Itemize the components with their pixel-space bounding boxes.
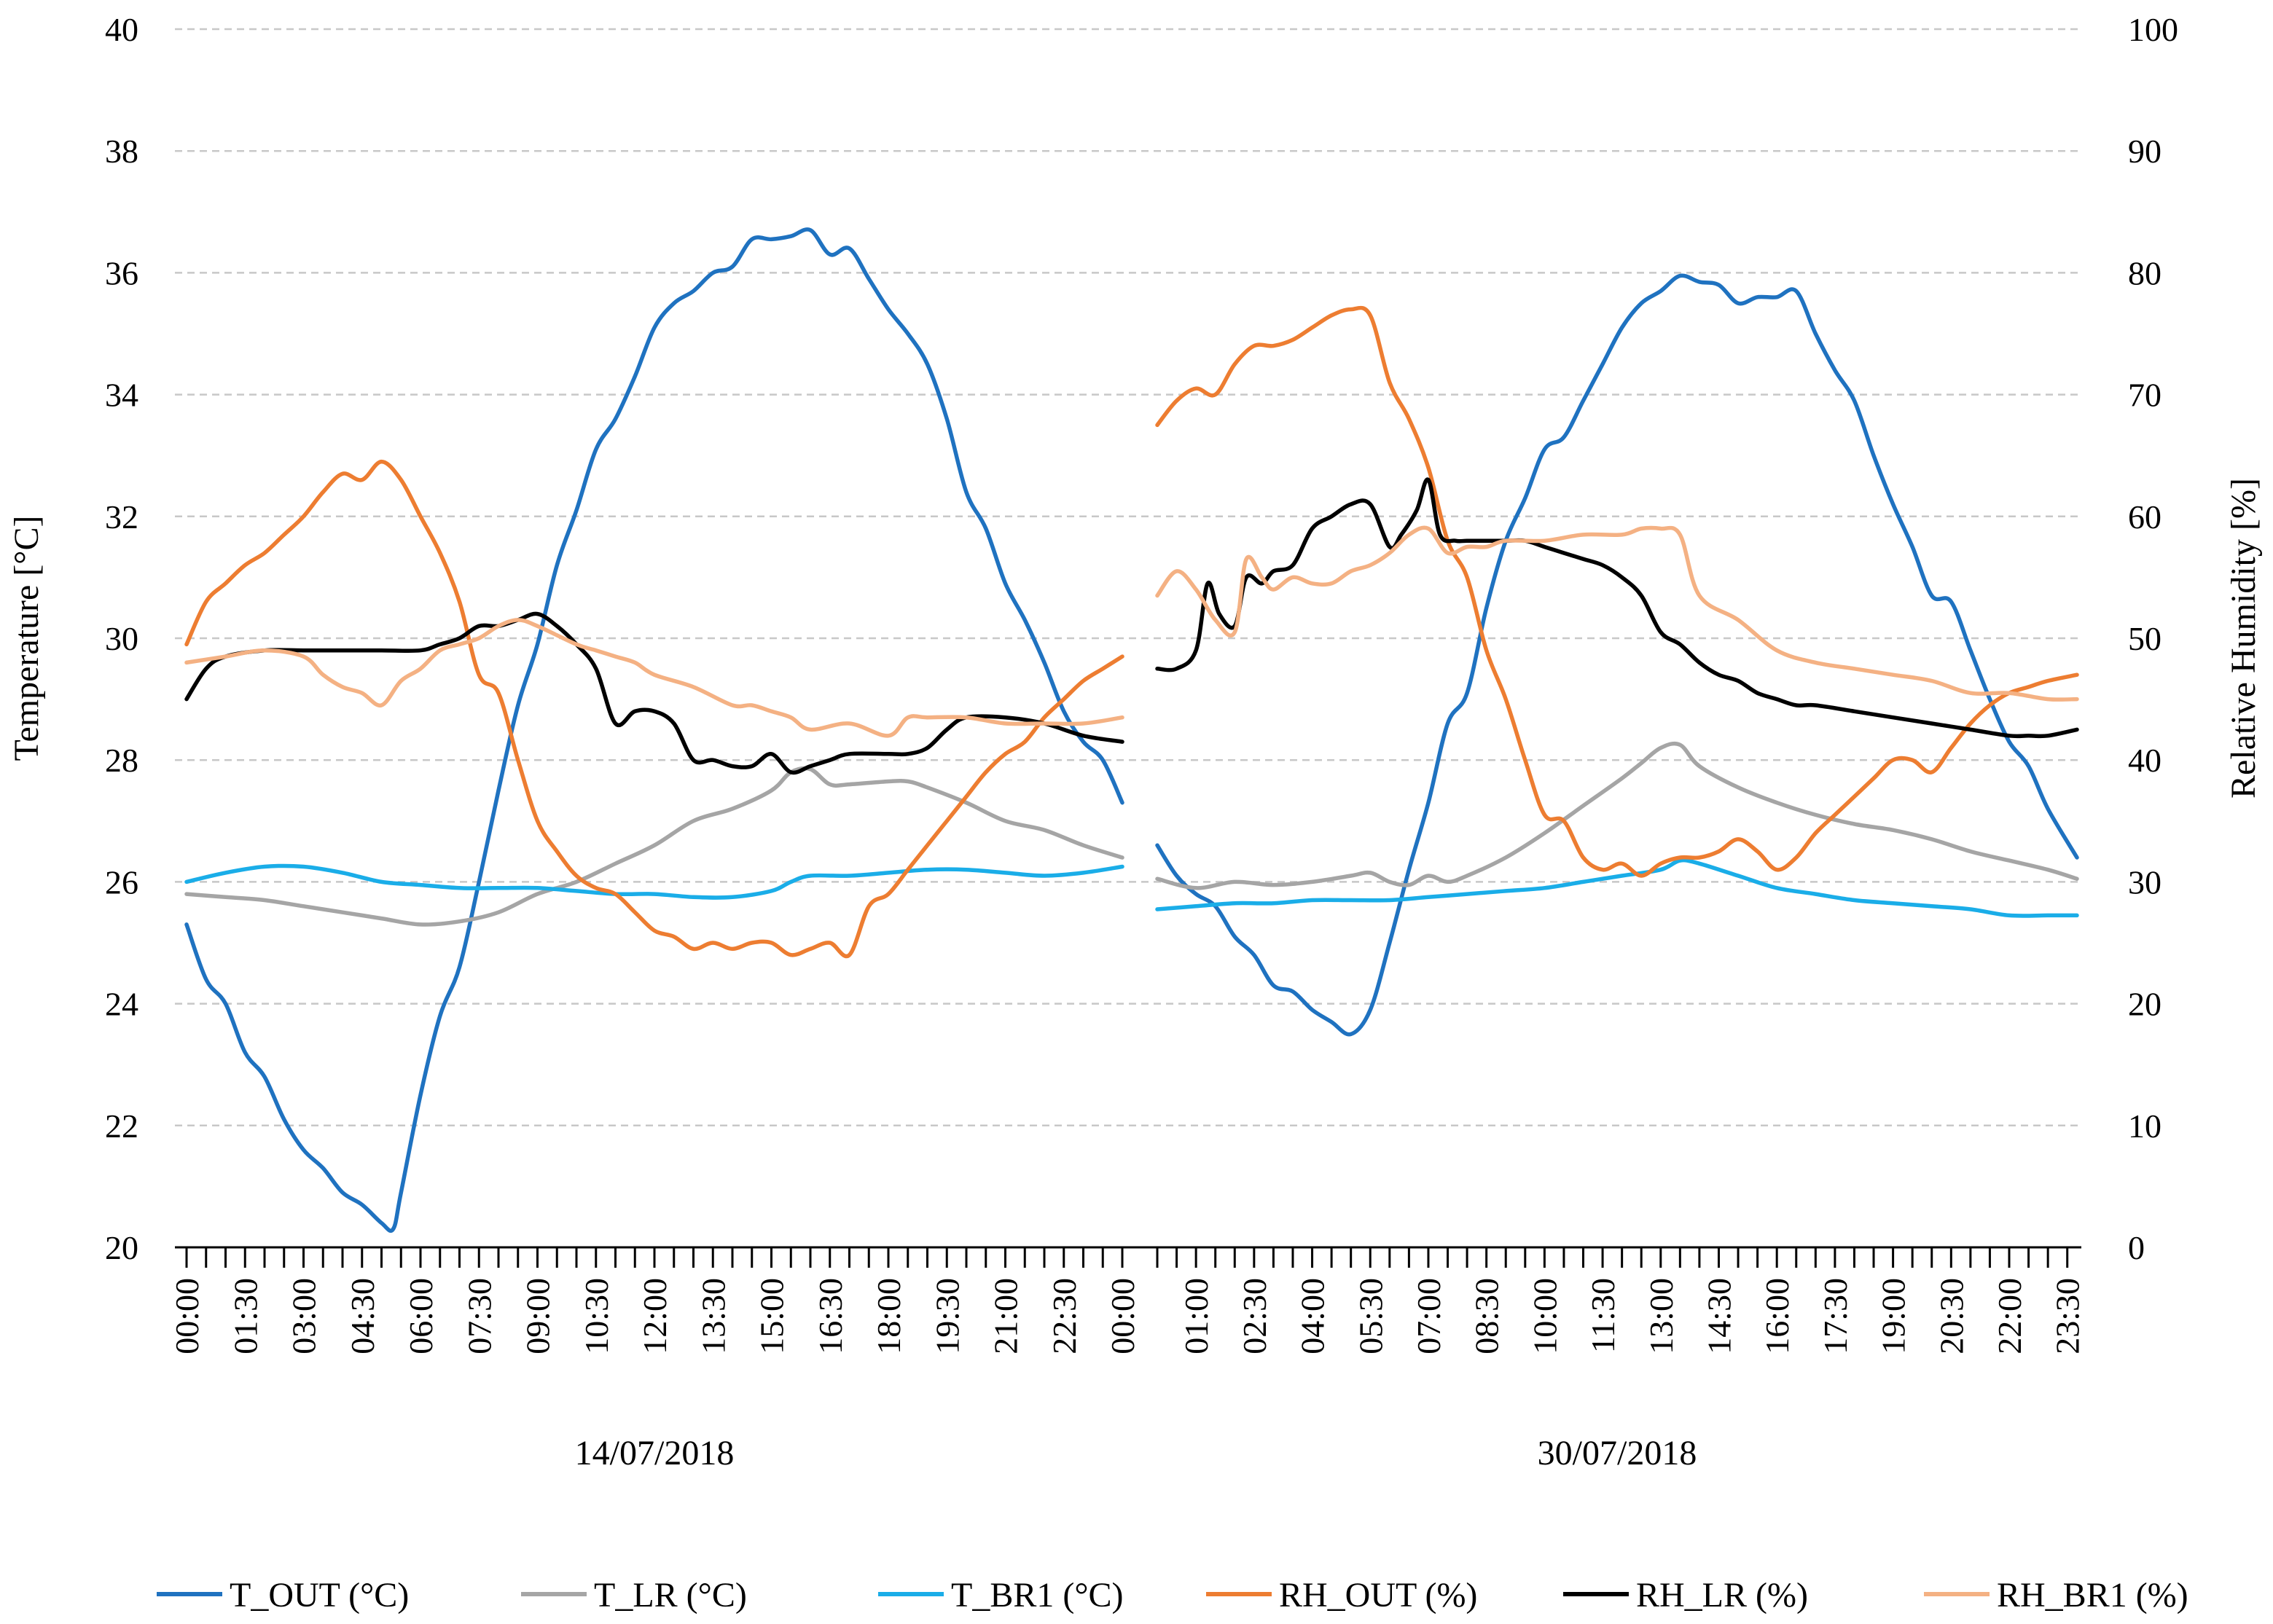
x-tick-label: 13:00: [1643, 1278, 1680, 1354]
legend-item[interactable]: T_OUT (°C): [157, 1576, 409, 1615]
left-y-tick-label: 40: [105, 11, 138, 48]
x-tick-label: 20:30: [1933, 1278, 1970, 1354]
legend-label: RH_OUT (%): [1279, 1576, 1477, 1615]
x-tick-label: 04:30: [344, 1278, 381, 1354]
legend-item[interactable]: T_LR (°C): [521, 1576, 747, 1615]
panel-date-label: 14/07/2018: [575, 1434, 735, 1472]
x-tick-label: 18:00: [870, 1278, 907, 1354]
right-y-tick-label: 20: [2128, 986, 2161, 1023]
x-tick-label: 07:00: [1410, 1278, 1447, 1354]
x-tick-label: 17:30: [1817, 1278, 1854, 1354]
x-tick-label: 22:30: [1046, 1278, 1083, 1354]
legend[interactable]: T_OUT (°C) T_LR (°C) T_BR1 (°C) RH_OUT (%) R…: [157, 1576, 2188, 1615]
left-y-tick-label: 34: [105, 377, 138, 414]
series-line-t-lr: [184, 766, 1124, 927]
right-y-tick-label: 50: [2128, 620, 2161, 657]
gridlines: [175, 28, 2081, 1127]
x-tick-label: 03:00: [286, 1278, 323, 1354]
left-y-tick-label: 20: [105, 1229, 138, 1266]
legend-label: T_OUT (°C): [230, 1576, 409, 1615]
x-tick-label: 07:30: [461, 1278, 498, 1354]
x-tick-label: 01:30: [227, 1278, 264, 1354]
x-tick-label: 00:00: [1104, 1278, 1141, 1354]
right-y-tick-label: 30: [2128, 863, 2161, 901]
panel-date-label: 30/07/2018: [1538, 1434, 1697, 1472]
x-tick-label: 05:30: [1352, 1278, 1389, 1354]
right-y-tick-label: 0: [2128, 1229, 2145, 1266]
x-tick-label: 19:00: [1875, 1278, 1912, 1354]
left-y-tick-label: 30: [105, 620, 138, 657]
series-lines: [184, 227, 2079, 1233]
left-y-tick-label: 26: [105, 863, 138, 901]
x-tick-label: 22:00: [1991, 1278, 2028, 1354]
x-tick-label: 00:00: [168, 1278, 206, 1354]
left-axis-title: Temperature [°C]: [7, 515, 46, 761]
x-tick-label: 01:00: [1178, 1278, 1215, 1354]
series-line-t-out: [184, 227, 1124, 1233]
x-tick-label: 21:00: [987, 1278, 1025, 1354]
right-y-tick-label: 70: [2128, 377, 2161, 414]
legend-item[interactable]: RH_LR (%): [1563, 1576, 1808, 1615]
x-tick-label: 04:00: [1294, 1278, 1331, 1354]
legend-label: T_BR1 (°C): [951, 1576, 1124, 1615]
series-line-rh-out: [1155, 305, 2079, 878]
axis-labels: 20 22 24 26 28 30 32 34 36 38 40 0 10 20 30 40 50 60 70 80 9…: [7, 11, 2263, 1472]
legend-item[interactable]: RH_BR1 (%): [1924, 1576, 2188, 1615]
series-line-rh-lr: [184, 611, 1124, 775]
series-line-rh-br1: [184, 618, 1124, 738]
left-y-tick-label: 28: [105, 742, 138, 779]
right-y-tick-label: 40: [2128, 742, 2161, 779]
x-tick-label: 06:00: [402, 1278, 439, 1354]
right-y-tick-label: 80: [2128, 254, 2161, 291]
left-y-tick-label: 36: [105, 254, 138, 291]
x-tick-label: 11:30: [1584, 1278, 1621, 1353]
legend-item[interactable]: RH_OUT (%): [1206, 1576, 1477, 1615]
x-tick-label: 10:00: [1526, 1278, 1563, 1354]
x-tick-label: 13:30: [695, 1278, 732, 1354]
series-line-t-lr: [1155, 741, 2079, 890]
series-line-rh-out: [184, 459, 1124, 959]
legend-label: RH_BR1 (%): [1997, 1576, 2188, 1615]
x-tick-label: 16:30: [812, 1278, 849, 1354]
x-tick-label: 14:30: [1701, 1278, 1738, 1354]
x-tick-label: 10:30: [578, 1278, 615, 1354]
left-y-tick-label: 24: [105, 986, 138, 1023]
right-axis-title: Relative Humidity [%]: [2224, 478, 2263, 799]
series-line-t-br1: [1155, 858, 2079, 918]
x-tick-label: 19:30: [928, 1278, 966, 1354]
x-tick-label: 23:30: [2049, 1278, 2086, 1354]
x-tick-label: 08:30: [1468, 1278, 1506, 1354]
series-line-t-out: [1155, 273, 2079, 1037]
left-y-tick-label: 32: [105, 498, 138, 536]
left-y-tick-label: 22: [105, 1107, 138, 1145]
series-line-rh-lr: [1155, 477, 2079, 739]
right-y-tick-label: 90: [2128, 133, 2161, 170]
x-tick-label: 09:00: [520, 1278, 557, 1354]
right-y-tick-label: 100: [2128, 11, 2178, 48]
series-line-rh-br1: [1155, 525, 2079, 702]
legend-label: RH_LR (%): [1636, 1576, 1808, 1615]
x-tick-label: 02:30: [1236, 1278, 1273, 1354]
legend-label: T_LR (°C): [594, 1576, 747, 1615]
legend-item[interactable]: T_BR1 (°C): [878, 1576, 1124, 1615]
right-y-tick-label: 60: [2128, 498, 2161, 536]
x-tick-label: 15:00: [754, 1278, 791, 1354]
series-line-t-br1: [184, 863, 1124, 900]
right-y-tick-label: 10: [2128, 1107, 2161, 1145]
left-y-tick-label: 38: [105, 133, 138, 170]
axes: [175, 1246, 2081, 1268]
x-tick-label: 12:00: [636, 1278, 673, 1354]
x-tick-label: 16:00: [1758, 1278, 1796, 1354]
